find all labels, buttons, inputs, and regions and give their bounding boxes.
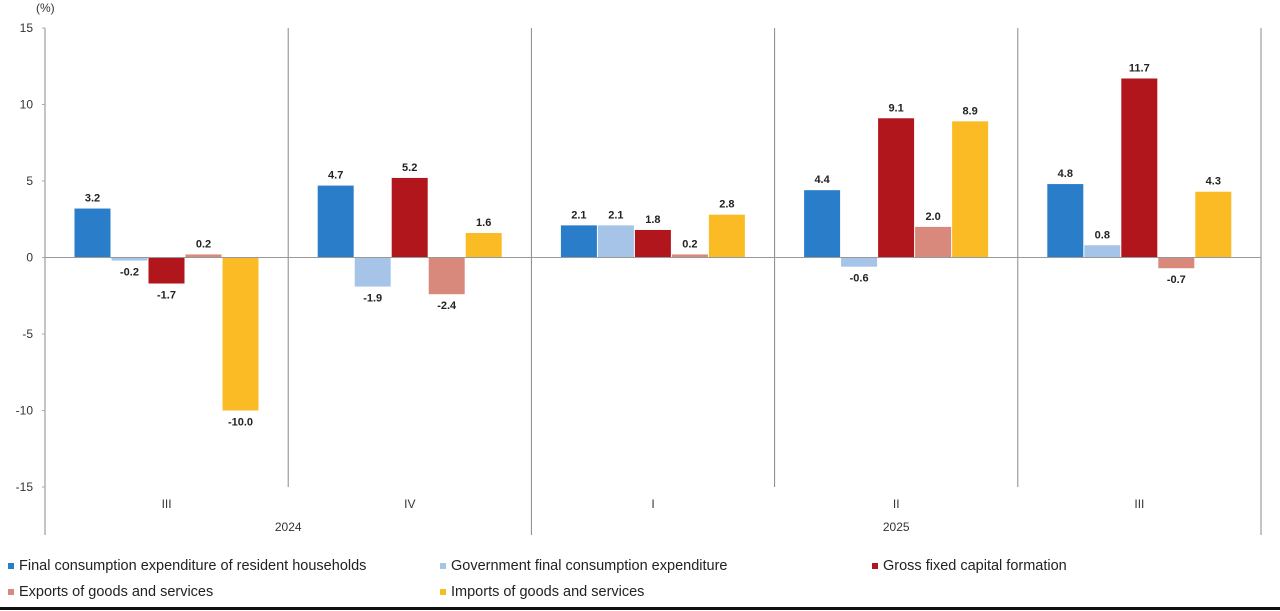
- bottom-border: [0, 607, 1280, 610]
- bar: [878, 118, 915, 258]
- data-label: 2.8: [719, 199, 734, 211]
- data-label: -0.2: [120, 267, 139, 279]
- data-label: 2.1: [571, 209, 586, 221]
- legend-label: Imports of goods and services: [451, 584, 645, 600]
- category-label: IV: [404, 497, 415, 511]
- legend-label: Government final consumption expenditure: [451, 558, 728, 574]
- bar: [1084, 245, 1121, 258]
- bar: [74, 208, 111, 258]
- data-label: 1.8: [645, 214, 660, 226]
- data-label: 8.9: [962, 105, 977, 117]
- data-label: -0.7: [1167, 274, 1186, 286]
- legend-item-exports: Exports of goods and services: [8, 584, 213, 600]
- data-label: -1.7: [157, 290, 176, 302]
- bar: [560, 225, 597, 258]
- data-label: 4.3: [1206, 176, 1221, 188]
- category-label: III: [162, 497, 172, 511]
- bar: [317, 185, 354, 258]
- legend-item-households: Final consumption expenditure of residen…: [8, 558, 366, 574]
- legend-item-government: Government final consumption expenditure: [440, 558, 727, 574]
- y-tick-label: 10: [20, 98, 34, 112]
- data-label: 11.7: [1129, 62, 1150, 74]
- bar: [597, 225, 634, 258]
- bar: [708, 214, 745, 258]
- data-label: 2.0: [925, 211, 940, 223]
- bar: [671, 254, 708, 258]
- legend-swatch: [8, 563, 14, 569]
- bar: [1047, 184, 1084, 258]
- legend-item-imports: Imports of goods and services: [440, 584, 644, 600]
- data-label: 0.8: [1095, 229, 1110, 241]
- data-label: -10.0: [228, 417, 253, 429]
- year-label: 2024: [275, 520, 302, 534]
- data-label: 4.7: [328, 170, 343, 182]
- bar: [354, 257, 391, 287]
- data-label: 3.2: [85, 193, 100, 205]
- bar: [391, 177, 428, 258]
- bar: [915, 226, 952, 258]
- data-label: 5.2: [402, 162, 417, 174]
- bar: [185, 254, 222, 258]
- y-tick-label: 15: [20, 21, 34, 35]
- data-label: -0.6: [850, 273, 869, 285]
- y-axis-unit: (%): [36, 1, 55, 15]
- bar: [634, 229, 671, 258]
- year-label: 2025: [883, 520, 910, 534]
- legend-swatch: [440, 563, 446, 569]
- bar: [1158, 257, 1195, 269]
- category-label: II: [893, 497, 900, 511]
- bar: [222, 257, 259, 411]
- bar: [111, 257, 148, 261]
- y-tick-label: 5: [26, 174, 33, 188]
- bar: [428, 257, 465, 295]
- bar: [148, 257, 185, 284]
- data-label: 0.2: [196, 238, 211, 250]
- data-label: 0.2: [682, 238, 697, 250]
- legend-label: Exports of goods and services: [19, 584, 214, 600]
- y-tick-label: -15: [16, 480, 34, 494]
- data-label: 4.4: [814, 174, 830, 186]
- data-label: 1.6: [476, 217, 491, 229]
- data-label: -1.9: [363, 293, 382, 305]
- bar: [804, 190, 841, 258]
- legend-swatch: [872, 563, 878, 569]
- bar: [1121, 78, 1158, 258]
- legend-item-gfcf: Gross fixed capital formation: [872, 558, 1067, 574]
- y-tick-label: -10: [16, 404, 34, 418]
- bar: [841, 257, 878, 267]
- data-label: 4.8: [1058, 168, 1073, 180]
- legend-label: Final consumption expenditure of residen…: [19, 558, 367, 574]
- y-tick-label: -5: [22, 327, 33, 341]
- legend-swatch: [8, 589, 14, 595]
- legend-swatch: [440, 589, 446, 595]
- category-label: III: [1134, 497, 1144, 511]
- bar: [1195, 191, 1232, 258]
- bar: [952, 121, 989, 258]
- y-tick-label: 0: [26, 251, 33, 265]
- bar: [465, 233, 502, 258]
- legend-label: Gross fixed capital formation: [883, 558, 1067, 574]
- data-label: 2.1: [608, 209, 623, 221]
- category-label: I: [651, 497, 654, 511]
- data-label: -2.4: [437, 300, 457, 312]
- data-label: 9.1: [888, 102, 903, 114]
